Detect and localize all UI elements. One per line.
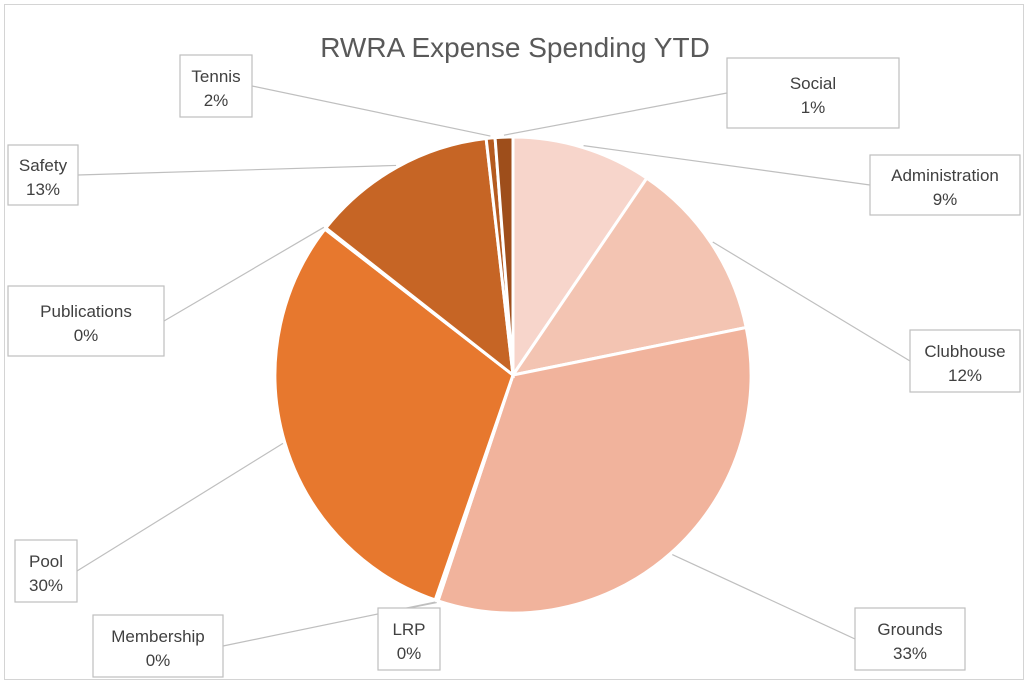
label-box-grounds — [854, 607, 966, 671]
label-box-tennis — [179, 54, 253, 118]
label-box-safety — [7, 144, 79, 206]
data-label-percent-publications: 0% — [74, 326, 99, 345]
data-label-percent-social: 1% — [801, 98, 826, 117]
label-box-pool — [14, 539, 78, 603]
data-label-percent-clubhouse: 12% — [948, 366, 982, 385]
leader-line-social — [503, 92, 728, 136]
leader-lines — [76, 85, 911, 647]
data-label-percent-administration: 9% — [933, 190, 958, 209]
leader-line-tennis — [251, 85, 491, 137]
pie-slice-administration — [511, 135, 649, 380]
data-label-name-tennis: Tennis — [191, 67, 240, 86]
data-label-name-lrp: LRP — [392, 620, 425, 639]
pie-slice-safety — [323, 136, 515, 379]
data-label-name-social: Social — [790, 74, 836, 93]
data-label-name-membership: Membership — [111, 627, 205, 646]
data-label-name-pool: Pool — [29, 552, 63, 571]
pie-slice-social — [493, 135, 515, 376]
data-label-percent-lrp: 0% — [397, 644, 422, 663]
data-label-name-publications: Publications — [40, 302, 132, 321]
pie-slice-grounds — [436, 325, 753, 615]
leader-line-grounds — [672, 553, 856, 640]
data-labels: Administration 9% Clubhouse 12% Grounds 33% LR… — [7, 54, 1021, 678]
leader-line-publications — [163, 226, 325, 322]
pie-slice-pool — [273, 227, 515, 602]
data-label-percent-tennis: 2% — [204, 91, 229, 110]
leader-line-administration — [583, 145, 871, 186]
data-label-percent-grounds: 33% — [893, 644, 927, 663]
label-box-lrp — [377, 607, 441, 671]
label-box-social — [726, 57, 900, 129]
label-box-membership — [92, 614, 224, 678]
leader-line-clubhouse — [712, 241, 911, 362]
data-label-percent-membership: 0% — [146, 651, 171, 670]
label-box-publications — [7, 285, 165, 357]
pie-slice-clubhouse — [509, 176, 748, 378]
leader-line-safety — [77, 164, 397, 176]
data-label-percent-safety: 13% — [26, 180, 60, 199]
data-label-name-administration: Administration — [891, 166, 999, 185]
chart-title: RWRA Expense Spending YTD — [320, 32, 710, 63]
data-label-name-clubhouse: Clubhouse — [924, 342, 1005, 361]
label-box-clubhouse — [909, 329, 1021, 393]
leader-line-pool — [76, 442, 284, 572]
data-label-name-grounds: Grounds — [877, 620, 942, 639]
data-label-name-safety: Safety — [19, 156, 68, 175]
data-label-percent-pool: 30% — [29, 576, 63, 595]
label-box-administration — [869, 154, 1021, 216]
pie-slices — [273, 135, 753, 615]
